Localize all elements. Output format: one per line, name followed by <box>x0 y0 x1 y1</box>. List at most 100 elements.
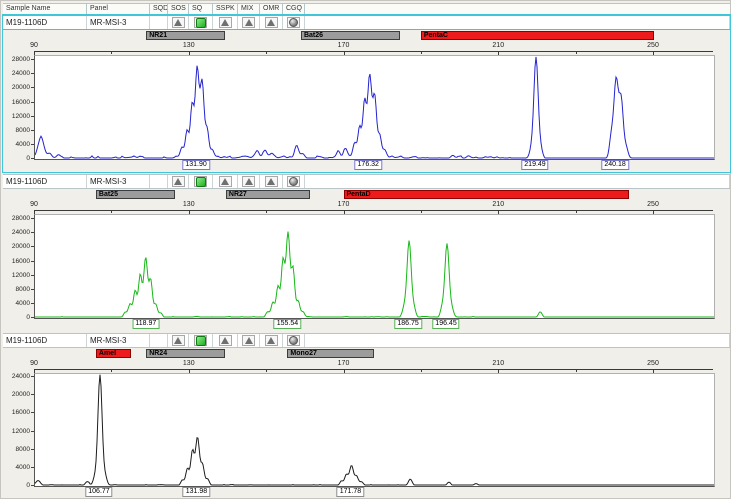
peak-size-label[interactable]: 155.54 <box>273 319 302 329</box>
marker-bar-nr21[interactable]: NR21 <box>146 31 226 40</box>
flag-omr-cell[interactable] <box>260 175 283 188</box>
y-axis-tick <box>31 115 34 117</box>
header-omr[interactable]: OMR <box>260 4 283 15</box>
header-panel[interactable]: Panel <box>87 4 150 15</box>
triangle-icon <box>244 19 253 26</box>
y-axis-tick-label: 28000 <box>11 56 30 64</box>
flag-mix-cell[interactable] <box>238 175 260 188</box>
peak-size-label[interactable]: 176.32 <box>354 160 382 170</box>
ruler-tick-label: 90 <box>30 360 38 367</box>
peak-size-label[interactable]: 118.97 <box>132 319 160 329</box>
panel-name-cell[interactable]: MR-MSI-3 <box>87 16 150 29</box>
peak-size-label[interactable]: 106.77 <box>85 487 113 497</box>
marker-bar-pentac[interactable]: PentaC <box>420 31 655 40</box>
flag-sq-cell[interactable] <box>189 334 213 347</box>
y-axis-tick <box>31 232 34 234</box>
ruler-tick <box>498 52 500 56</box>
header-sspk[interactable]: SSPK <box>213 4 238 15</box>
sample-panel-1: M19-1106D MR-MSI-3 NR21 Bat26 PentaC 90 130… <box>2 14 731 173</box>
flag-mix-cell[interactable] <box>238 16 260 29</box>
sample-name-cell[interactable]: M19-1106D <box>3 334 87 347</box>
ruler-tick <box>188 370 190 374</box>
flag-omr-cell[interactable] <box>260 334 283 347</box>
quality-flags <box>150 16 730 29</box>
y-axis-tick-label: 24000 <box>11 70 30 78</box>
flag-omr-cell[interactable] <box>260 16 283 29</box>
ruler-minor-tick <box>575 211 577 213</box>
header-sos[interactable]: SOS <box>168 4 189 15</box>
flag-sspk-cell[interactable] <box>213 334 238 347</box>
ruler-tick <box>653 211 654 215</box>
sample-info-row[interactable]: M19-1106D MR-MSI-3 <box>3 15 730 30</box>
marker-bar-mono27[interactable]: Mono27 <box>287 349 375 358</box>
sample-info-row[interactable]: M19-1106D MR-MSI-3 <box>3 174 730 189</box>
trace-svg <box>35 56 714 159</box>
flag-cgq-cell[interactable] <box>283 334 305 347</box>
marker-bar-bat25[interactable]: Bat25 <box>95 190 176 199</box>
header-sq[interactable]: SQ <box>189 4 213 15</box>
y-axis-tick-label: 12000 <box>11 112 30 120</box>
header-mix[interactable]: MIX <box>238 4 260 15</box>
marker-bar-nr24[interactable]: NR24 <box>146 349 226 358</box>
ruler-minor-tick <box>420 370 422 372</box>
y-axis-tick <box>31 430 34 432</box>
flag-sos-cell[interactable] <box>168 16 189 29</box>
flag-mix-cell[interactable] <box>238 334 260 347</box>
flag-sos-cell[interactable] <box>168 334 189 347</box>
sample-info-row[interactable]: M19-1106D MR-MSI-3 <box>3 333 730 348</box>
marker-bar-nr27[interactable]: NR27 <box>225 190 310 199</box>
marker-bar-pentad[interactable]: PentaD <box>343 190 630 199</box>
flag-sqd-cell[interactable] <box>150 16 168 29</box>
flag-sos-cell[interactable] <box>168 175 189 188</box>
marker-bar-amel[interactable]: Amel <box>95 349 131 358</box>
flag-box <box>242 335 255 346</box>
flag-sqd-cell[interactable] <box>150 175 168 188</box>
ruler-tick-label: 130 <box>182 42 195 49</box>
flag-sspk-cell[interactable] <box>213 175 238 188</box>
triangle-icon <box>221 178 229 185</box>
peak-size-label[interactable]: 131.98 <box>182 487 211 497</box>
peak-size-label[interactable]: 219.49 <box>521 160 549 170</box>
sphere-icon <box>289 18 298 27</box>
flag-sqd-cell[interactable] <box>150 334 168 347</box>
flag-cgq-cell[interactable] <box>283 175 305 188</box>
peak-label-row: 131.90 176.32 219.49 240.18 <box>3 159 730 170</box>
peak-size-label[interactable]: 131.90 <box>182 160 210 170</box>
flag-sq-cell[interactable] <box>189 175 213 188</box>
marker-bar-bat26[interactable]: Bat26 <box>300 31 400 40</box>
peak-size-label[interactable]: 171.78 <box>336 487 365 497</box>
flag-box <box>194 335 207 346</box>
quality-flags <box>150 334 730 347</box>
y-axis-tick <box>31 73 34 75</box>
flag-sq-cell[interactable] <box>189 16 213 29</box>
flag-cgq-cell[interactable] <box>283 16 305 29</box>
y-axis-tick-label: 20000 <box>11 84 30 92</box>
marker-bar-row: Bat25 NR27 PentaD <box>3 190 730 200</box>
sample-name-cell[interactable]: M19-1106D <box>3 16 87 29</box>
flag-box <box>194 176 207 187</box>
flag-box <box>264 17 278 28</box>
y-axis-tick-label: 16000 <box>11 98 30 106</box>
sample-name-cell[interactable]: M19-1106D <box>3 175 87 188</box>
y-axis-tick-label: 24000 <box>11 373 30 381</box>
flag-sspk-cell[interactable] <box>213 16 238 29</box>
electropherogram-plot[interactable] <box>34 55 715 160</box>
electropherogram-plot[interactable] <box>34 373 715 487</box>
sample-panel-2: M19-1106D MR-MSI-3 Bat25 NR27 PentaD 90 130… <box>3 174 730 331</box>
electropherogram-plot[interactable] <box>34 214 715 319</box>
header-sqd[interactable]: SQD <box>150 4 168 15</box>
peak-size-label[interactable]: 186.75 <box>394 319 422 329</box>
peak-size-label[interactable]: 196.45 <box>432 319 460 329</box>
y-axis-tick <box>31 317 34 318</box>
peak-size-label[interactable]: 240.18 <box>601 160 629 170</box>
panel-name-cell[interactable]: MR-MSI-3 <box>87 334 150 347</box>
header-cgq[interactable]: CGQ <box>283 4 305 15</box>
panel-name-cell[interactable]: MR-MSI-3 <box>87 175 150 188</box>
ruler-tick-label: 90 <box>30 201 38 208</box>
y-axis-tick-label: 0 <box>26 482 30 489</box>
flag-box <box>171 176 185 187</box>
header-sample-name[interactable]: Sample Name <box>3 4 87 15</box>
row-filler <box>305 16 730 29</box>
y-axis-tick <box>31 87 34 89</box>
y-axis-tick <box>31 218 34 220</box>
